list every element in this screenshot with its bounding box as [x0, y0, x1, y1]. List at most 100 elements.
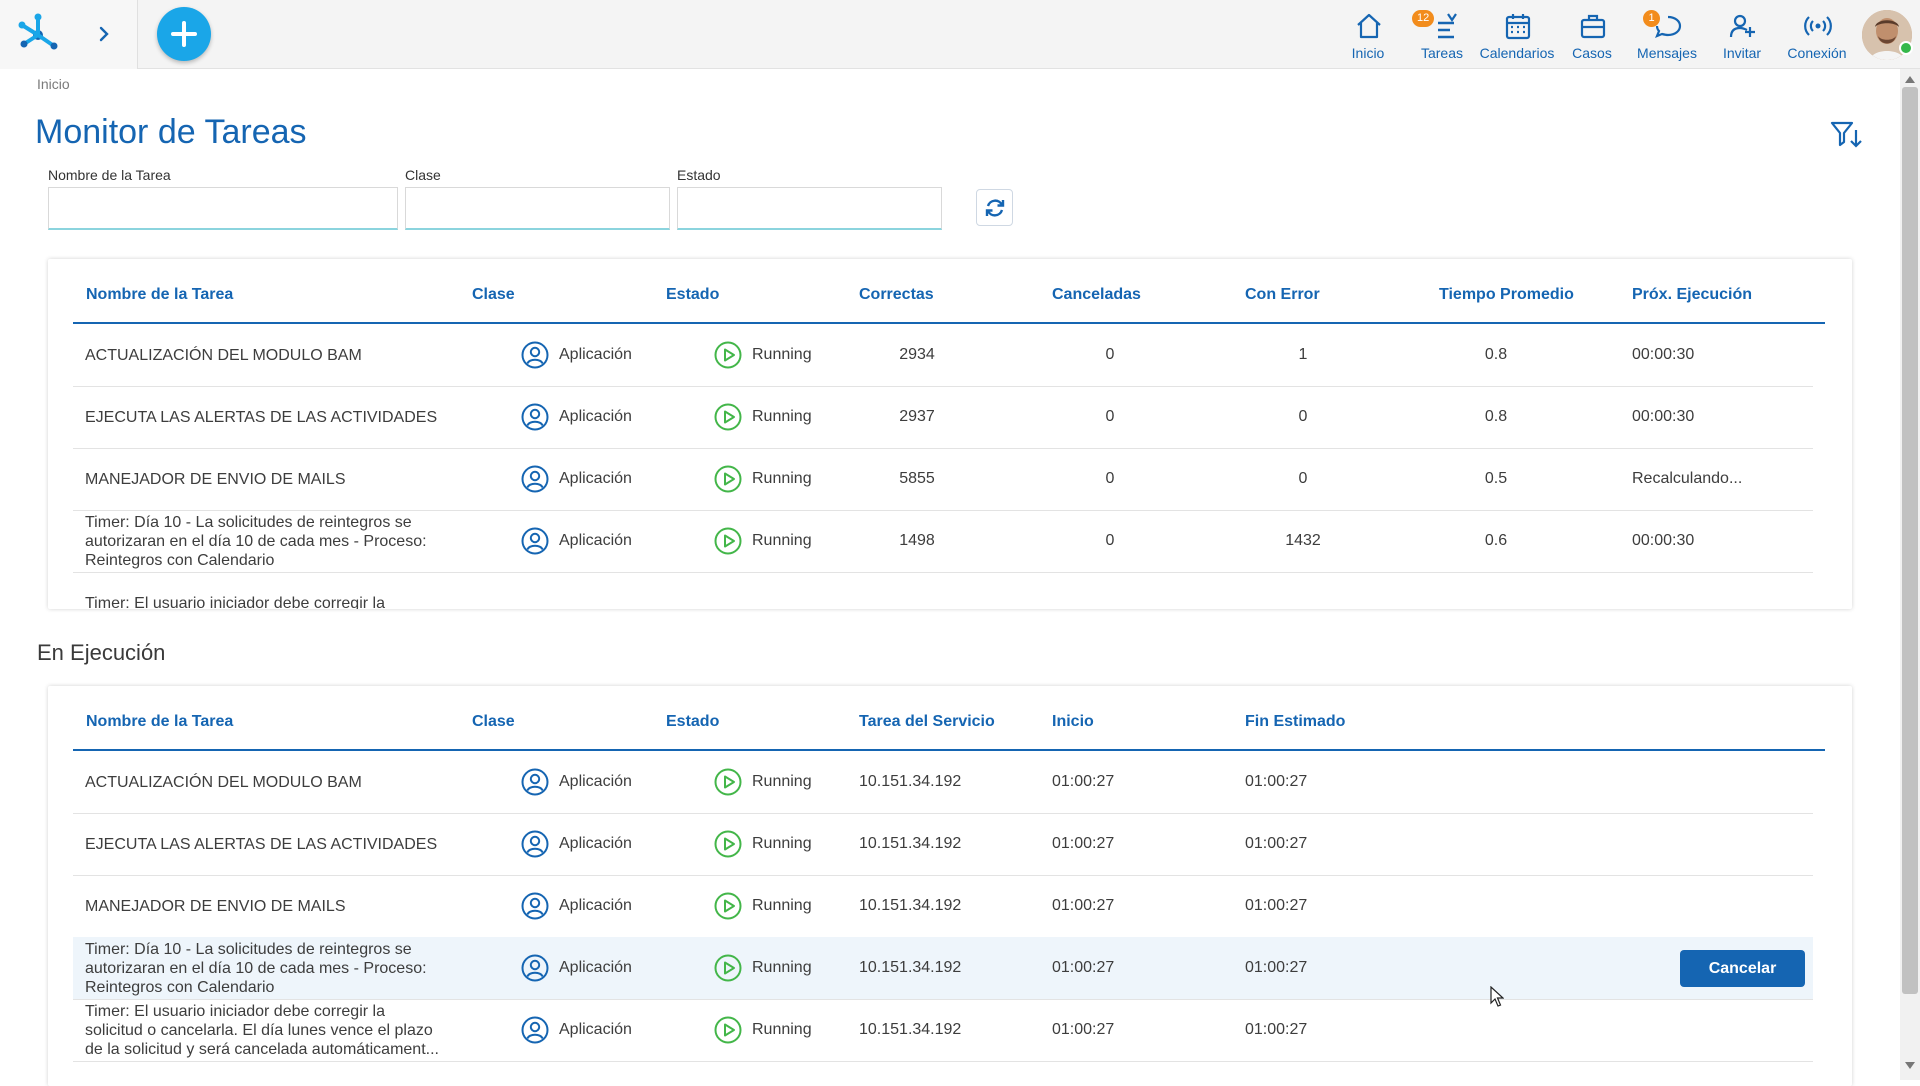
- brand-area: [0, 0, 138, 69]
- column-header[interactable]: Con Error: [1245, 286, 1320, 303]
- chevron-right-icon[interactable]: [96, 22, 112, 46]
- table-row[interactable]: Timer: El usuario iniciador debe corregi…: [73, 999, 1813, 1062]
- class-input[interactable]: [405, 187, 670, 230]
- task-name-cell: Timer: Día 10 - La solicitudes de reinte…: [85, 510, 455, 572]
- table-row[interactable]: EJECUTA LAS ALERTAS DE LAS ACTIVIDADES Ap…: [73, 386, 1813, 449]
- filter-sort-icon[interactable]: [1830, 120, 1862, 150]
- tasks-icon: [1438, 13, 1457, 39]
- breadcrumb[interactable]: Inicio: [37, 76, 70, 92]
- service-task-cell: 10.151.34.192: [859, 835, 962, 852]
- state-text: Running: [752, 959, 812, 976]
- task-name-cell: EJECUTA LAS ALERTAS DE LAS ACTIVIDADES: [85, 813, 455, 875]
- column-header[interactable]: Fin Estimado: [1245, 713, 1346, 730]
- task-name-line: Timer: El usuario iniciador debe corregi…: [85, 594, 385, 610]
- tasks-badge: 12: [1412, 10, 1435, 27]
- con_error-cell: 1432: [1285, 532, 1321, 549]
- correctas-cell: 2937: [899, 408, 935, 425]
- estimated-end-cell: 01:00:27: [1245, 773, 1308, 790]
- estimated-end-cell: 01:00:27: [1245, 1021, 1308, 1038]
- column-header[interactable]: Nombre de la Tarea: [86, 286, 234, 303]
- column-header[interactable]: Estado: [666, 286, 720, 303]
- calendar-icon: [1505, 14, 1531, 40]
- task-name-line: Timer: Día 10 - La solicitudes de reinte…: [85, 940, 412, 958]
- user-class-icon: [521, 1016, 549, 1044]
- class-cell: Aplicación: [521, 448, 632, 510]
- nav-label: Invitar: [1722, 45, 1762, 61]
- column-header[interactable]: Clase: [472, 286, 515, 303]
- table-row[interactable]: EJECUTA LAS ALERTAS DE LAS ACTIVIDADES Ap…: [73, 813, 1813, 876]
- cancel-button[interactable]: Cancelar: [1680, 950, 1805, 987]
- state-text: Running: [752, 408, 812, 425]
- state-cell: Running: [714, 999, 812, 1061]
- column-header[interactable]: Canceladas: [1052, 286, 1141, 303]
- task-name-cell: ACTUALIZACIÓN DEL MODULO BAM: [85, 751, 455, 813]
- nav-item-mensajes[interactable]: 1 Mensajes: [1627, 8, 1707, 66]
- task-name-line: MANEJADOR DE ENVIO DE MAILS: [85, 470, 346, 488]
- refresh-button[interactable]: [976, 189, 1013, 226]
- table-row[interactable]: Timer: Día 10 - La solicitudes de reinte…: [73, 510, 1813, 573]
- nav-label: Conexión: [1787, 45, 1847, 61]
- table-row[interactable]: MANEJADOR DE ENVIO DE MAILS Aplicación Run…: [73, 448, 1813, 511]
- table-row[interactable]: Timer: Día 10 - La solicitudes de reinte…: [73, 937, 1813, 1000]
- task-name-cell: Timer: Día 10 - La solicitudes de reinte…: [85, 937, 455, 999]
- user-class-icon: [521, 768, 549, 796]
- nav-item-invitar[interactable]: Invitar: [1702, 8, 1782, 66]
- estimated-end-cell: 01:00:27: [1245, 897, 1308, 914]
- canceladas-cell: 0: [1105, 470, 1115, 487]
- table-row[interactable]: Timer: El usuario iniciador debe corregi…: [73, 572, 1813, 610]
- tiempo-cell: 0.8: [1484, 346, 1508, 363]
- table-row[interactable]: ACTUALIZACIÓN DEL MODULO BAM Aplicación Ru…: [73, 751, 1813, 814]
- table-row[interactable]: MANEJADOR DE ENVIO DE MAILS Aplicación Run…: [73, 875, 1813, 938]
- class-text: Aplicación: [559, 773, 632, 790]
- app-logo-icon[interactable]: [16, 11, 62, 55]
- state-text: Running: [752, 835, 812, 852]
- start-cell: 01:00:27: [1052, 1021, 1115, 1038]
- task-name-line: Reintegros con Calendario: [85, 978, 275, 996]
- state-cell: Running: [714, 386, 812, 448]
- column-header[interactable]: Inicio: [1052, 713, 1094, 730]
- class-label: Clase: [405, 167, 441, 183]
- next-run-cell: Recalculando...: [1632, 470, 1743, 487]
- nav-item-inicio[interactable]: Inicio: [1328, 8, 1408, 66]
- task-name-cell: EJECUTA LAS ALERTAS DE LAS ACTIVIDADES: [85, 386, 455, 448]
- column-header[interactable]: Nombre de la Tarea: [86, 713, 234, 730]
- top-bar: Inicio 12 Tareas Calendarios Casos 1 Men…: [0, 0, 1920, 69]
- column-header[interactable]: Próx. Ejecución: [1632, 286, 1753, 303]
- running-play-icon: [714, 954, 742, 982]
- scroll-down-icon[interactable]: [1905, 1062, 1915, 1070]
- scroll-up-icon[interactable]: [1905, 75, 1915, 83]
- task-name-line: EJECUTA LAS ALERTAS DE LAS ACTIVIDADES: [85, 408, 438, 426]
- nav-label: Calendarios: [1479, 45, 1555, 61]
- add-button[interactable]: [157, 7, 211, 61]
- task-name-input[interactable]: [48, 187, 398, 230]
- column-header[interactable]: Estado: [666, 713, 720, 730]
- nav-item-tareas[interactable]: 12 Tareas: [1402, 8, 1482, 66]
- nav-label: Mensajes: [1637, 45, 1697, 61]
- user-class-icon: [521, 341, 549, 369]
- plus-icon: [171, 21, 197, 47]
- column-header[interactable]: Tiempo Promedio: [1439, 286, 1574, 303]
- column-header[interactable]: Tarea del Servicio: [859, 713, 995, 730]
- page-scrollbar[interactable]: [1900, 69, 1920, 1080]
- state-input[interactable]: [677, 187, 942, 230]
- scroll-thumb[interactable]: [1902, 87, 1918, 994]
- state-text: Running: [752, 470, 812, 487]
- chat-icon: [1655, 15, 1682, 38]
- table-row[interactable]: ACTUALIZACIÓN DEL MODULO BAM Aplicación Ru…: [73, 324, 1813, 387]
- column-header[interactable]: Clase: [472, 713, 515, 730]
- running-play-icon: [714, 892, 742, 920]
- nav-item-calendarios[interactable]: Calendarios: [1477, 8, 1557, 66]
- state-cell: Running: [714, 751, 812, 813]
- nav-item-conexion[interactable]: Conexión: [1777, 8, 1857, 66]
- state-text: Running: [752, 773, 812, 790]
- column-header[interactable]: Correctas: [859, 286, 934, 303]
- next-run-cell: 00:00:30: [1632, 346, 1695, 363]
- task-name-line: autorizaran en el día 10 de cada mes - P…: [85, 532, 427, 550]
- nav-label: Inicio: [1351, 45, 1385, 61]
- nav-item-casos[interactable]: Casos: [1552, 8, 1632, 66]
- tiempo-cell: 0.8: [1484, 408, 1508, 425]
- add-user-icon: [1729, 14, 1755, 38]
- estimated-end-cell: 01:00:27: [1245, 959, 1308, 976]
- state-cell: Running: [714, 324, 812, 386]
- next-run-cell: 00:00:30: [1632, 408, 1695, 425]
